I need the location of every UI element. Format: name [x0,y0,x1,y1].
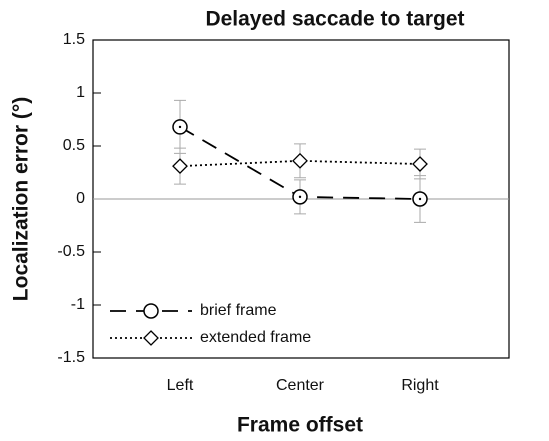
x-axis-label: Frame offset [237,414,363,437]
data-point [412,156,428,172]
legend-marker [143,303,159,319]
point-dot [178,125,182,129]
y-tick-label: 0 [76,190,85,207]
y-tick-label: -1.5 [57,349,85,366]
y-tick-label: 0.5 [63,137,85,154]
y-tick-label: 1 [76,84,85,101]
y-tick-label: 1.5 [63,31,85,48]
data-point [172,158,188,175]
x-tick-label: Center [276,377,325,394]
data-point [292,152,308,169]
chart-title: Delayed saccade to target [205,8,464,31]
x-tick-label: Right [401,377,439,394]
legend-label: brief frame [200,302,277,319]
y-tick-label: -1 [71,296,85,313]
point-dot [418,197,422,201]
y-axis-label: Localization error (°) [10,97,33,301]
x-tick-label: Left [167,377,194,394]
point-dot [298,195,302,199]
legend-marker [143,330,159,346]
y-tick-label: -0.5 [57,243,85,260]
legend-label: extended frame [200,329,311,346]
